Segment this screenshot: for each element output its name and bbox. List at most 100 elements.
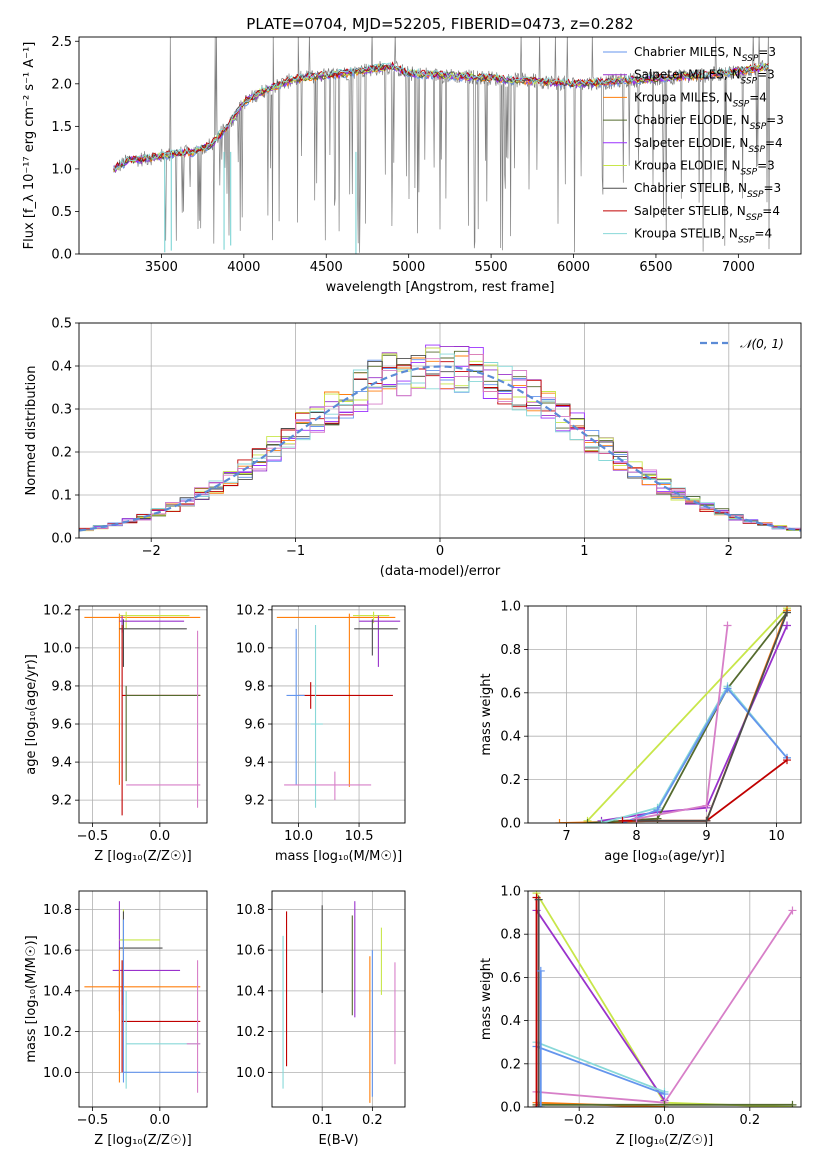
x-tick-label: 0.0 (654, 1113, 675, 1128)
panel-massweight_vs_Z: −0.2 0.0 0.2 0.0 0.2 0.4 0.6 0.8 1.0 Z [log₁₀(Z/Z… (479, 885, 802, 1148)
legend-entry: Salpeter MILES, NSSP=3 (634, 68, 775, 87)
legend-entry: Chabrier ELODIE, NSSP=3 (634, 113, 784, 132)
x-tick-label: 0.2 (362, 1113, 383, 1128)
series-marker (632, 814, 641, 823)
axes-frame (78, 322, 802, 539)
series-marker (783, 621, 791, 630)
legend-entry: Salpeter ELODIE, NSSP=4 (634, 136, 783, 155)
x-tick-label: 1 (580, 544, 588, 559)
plot-area-age_vs_Z (84, 611, 201, 816)
y-tick-label: 10.6 (43, 944, 72, 959)
series-line (535, 909, 666, 1102)
plot-area-massweight_vs_Z (532, 891, 797, 1107)
plot-area-spectrum (113, 37, 771, 254)
spectrum-data-line (113, 37, 771, 253)
y-axis-label: Flux [f_λ 10⁻¹⁷ erg cm⁻² s⁻¹ A⁻¹] (22, 42, 37, 250)
series-marker (660, 1090, 669, 1099)
series-marker (788, 1100, 797, 1107)
series-marker (618, 816, 627, 823)
y-tick-label: 10.0 (43, 641, 72, 656)
y-tick-label: 0.2 (500, 1057, 521, 1072)
series-marker (783, 608, 791, 617)
legend-entry: Kroupa MILES, NSSP=4 (634, 90, 767, 109)
x-tick-label: 4000 (227, 260, 260, 275)
y-tick-label: 10.4 (43, 984, 72, 999)
x-tick-label: 10.5 (345, 829, 374, 844)
y-tick-label: 0.0 (500, 817, 521, 832)
x-tick-label: 10.0 (284, 829, 313, 844)
panel-mass_vs_Z: −0.5 0.0 10.0 10.2 10.4 10.6 10.8 Z [log₁₀(Z/Z☉… (24, 890, 208, 1148)
legend-entry: 𝒩(0, 1) (740, 337, 784, 351)
series-marker (783, 756, 791, 765)
y-axis-label: mass weight (479, 958, 494, 1040)
series-marker (597, 819, 606, 823)
model-line-chab_stelib (113, 63, 769, 171)
series-line (586, 607, 788, 822)
x-tick-label: 6000 (557, 260, 590, 275)
x-tick-label: 7 (562, 829, 570, 844)
x-tick-label: 0.2 (739, 1113, 760, 1128)
y-tick-label: 0.0 (51, 248, 72, 263)
series-marker (660, 1100, 669, 1107)
y-tick-label: 0.5 (51, 317, 72, 332)
y-tick-label: 0.8 (500, 643, 521, 658)
y-tick-label: 0.0 (500, 1101, 521, 1116)
series-marker (536, 1103, 545, 1107)
y-tick-label: 0.0 (51, 532, 72, 547)
axes-frame (527, 890, 802, 1108)
x-tick-label: 5500 (475, 260, 508, 275)
y-tick-label: 10.6 (236, 944, 265, 959)
x-tick-label: 0.0 (149, 829, 170, 844)
y-tick-label: 0.6 (500, 686, 521, 701)
series-marker (536, 966, 545, 975)
y-tick-label: 0.6 (500, 971, 521, 986)
legend-entry: Chabrier STELIB, NSSP=3 (634, 181, 781, 200)
figure-title: PLATE=0704, MJD=52205, FIBERID=0473, z=0… (246, 15, 633, 33)
panel-spectrum: 3500 4000 4500 5000 5500 6000 6500 7000 0.0 0.5 1.… (22, 35, 802, 295)
y-tick-label: 9.8 (51, 679, 72, 694)
legend-entry: Salpeter STELIB, NSSP=4 (634, 204, 780, 223)
legend-entry: Kroupa ELODIE, NSSP=3 (634, 159, 775, 178)
plot-area-residuals (79, 344, 801, 533)
x-tick-label: 10 (768, 829, 785, 844)
y-tick-label: 0.4 (51, 360, 72, 375)
y-tick-label: 0.3 (51, 403, 72, 418)
y-tick-label: 1.0 (500, 600, 521, 615)
series-marker (653, 805, 662, 814)
y-axis-label: Normed distribution (24, 366, 39, 496)
axes-frame (78, 605, 208, 824)
y-tick-label: 2.0 (51, 77, 72, 92)
y-tick-label: 0.4 (500, 1014, 521, 1029)
y-tick-label: 10.8 (236, 903, 265, 918)
y-tick-label: 0.2 (500, 773, 521, 788)
y-tick-label: 9.8 (244, 679, 265, 694)
series-marker (534, 1103, 543, 1107)
x-axis-label: Z [log₁₀(Z/Z☉)] (94, 849, 191, 864)
y-tick-label: 9.6 (51, 718, 72, 733)
y-tick-label: 9.6 (244, 718, 265, 733)
series-line (622, 759, 788, 822)
y-tick-label: 2.5 (51, 35, 72, 50)
y-axis-label: age [log₁₀(age/yr)] (24, 654, 39, 775)
x-tick-label: 0.1 (312, 1113, 333, 1128)
series-marker (555, 819, 564, 823)
x-tick-label: 3500 (145, 260, 178, 275)
x-axis-label: mass [log₁₀(M/M☉)] (275, 849, 402, 864)
x-tick-label: −0.5 (77, 1113, 109, 1128)
x-axis-label: wavelength [Angstrom, rest frame] (326, 280, 555, 295)
y-tick-label: 10.0 (43, 1066, 72, 1081)
plot-area-massweight_vs_age (555, 606, 791, 823)
x-tick-label: 7000 (722, 260, 755, 275)
normal-curve (79, 365, 801, 532)
plot-area-age_vs_mass (276, 611, 401, 808)
plot-area-mass_vs_Z (84, 901, 201, 1093)
y-tick-label: 10.0 (236, 641, 265, 656)
y-tick-label: 10.8 (43, 903, 72, 918)
series-marker (723, 621, 732, 630)
panel-residuals: −2 −1 0 1 2 0.0 0.1 0.2 0.3 0.4 0.5 (data-model)/er… (24, 317, 802, 579)
y-axis-label: mass weight (479, 673, 494, 755)
axes-frame (271, 890, 406, 1108)
y-tick-label: 10.2 (43, 603, 72, 618)
x-tick-label: 4500 (310, 260, 343, 275)
